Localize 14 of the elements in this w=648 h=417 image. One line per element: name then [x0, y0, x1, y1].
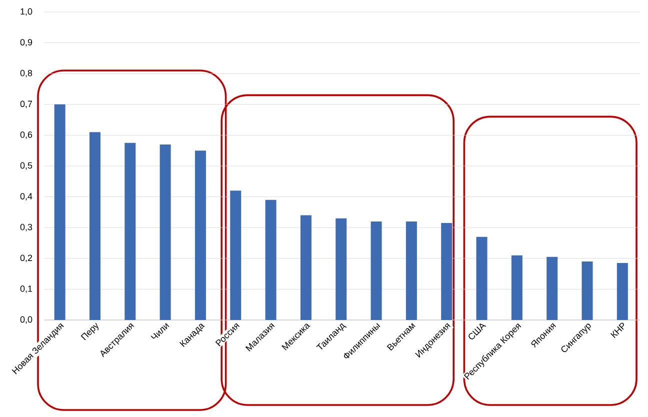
- y-tick-label: 0,5: [20, 162, 32, 170]
- y-tick-label: 0,1: [20, 285, 32, 293]
- y-tick-label: 0,2: [20, 254, 32, 262]
- y-tick-label: 0,0: [20, 316, 32, 324]
- y-tick-label: 0,4: [20, 193, 32, 200]
- y-tick-label: 1,0: [20, 8, 32, 16]
- y-tick-label: 0,9: [20, 39, 32, 46]
- y-tick-label: 0,3: [20, 224, 32, 232]
- bar: [511, 255, 522, 320]
- y-tick-label: 0,8: [20, 70, 32, 78]
- y-tick-label: 0,6: [20, 131, 32, 139]
- y-tick-label: 0,7: [20, 100, 32, 108]
- bar: [370, 221, 382, 320]
- bar: [124, 142, 136, 320]
